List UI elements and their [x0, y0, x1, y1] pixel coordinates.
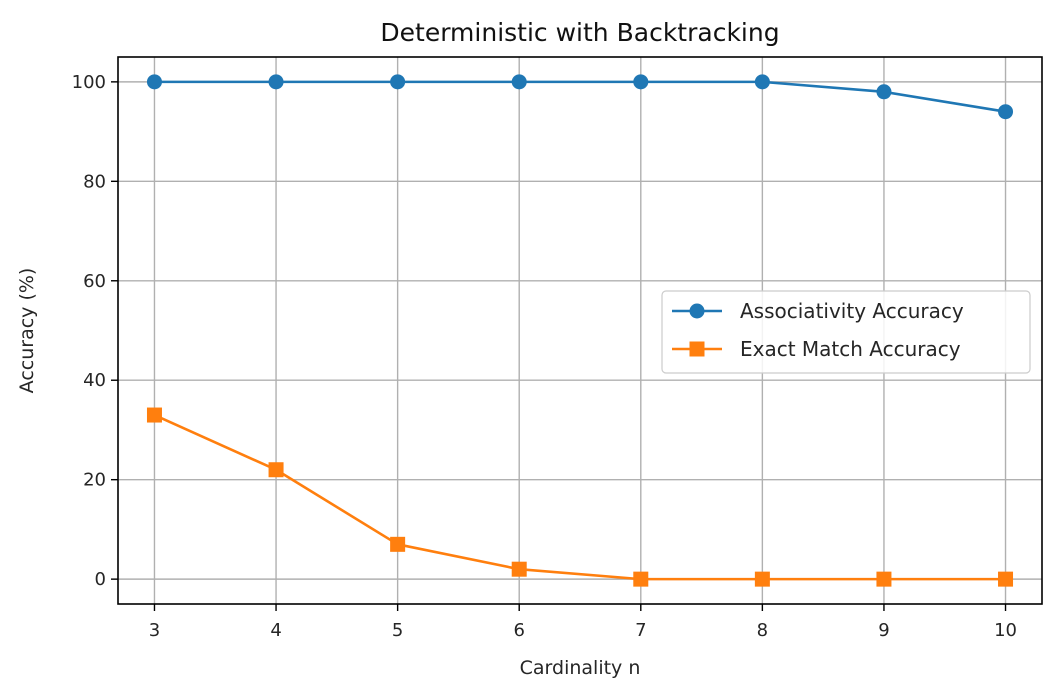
series-1	[146, 74, 1014, 120]
legend-label: Exact Match Accuracy	[740, 337, 961, 361]
legend-marker	[689, 341, 705, 357]
y-axis-label: Accuracy (%)	[16, 268, 38, 394]
x-tick-label: 5	[392, 620, 403, 641]
x-tick-label: 6	[513, 620, 524, 641]
series-2	[146, 407, 1014, 587]
data-point	[998, 104, 1014, 120]
legend: Associativity Accuracy Exact Match Accura…	[661, 290, 1031, 374]
y-tick-label: 80	[83, 171, 106, 192]
x-tick-label: 4	[270, 620, 281, 641]
legend-item: Exact Match Accuracy	[672, 337, 961, 361]
y-tick-label: 0	[95, 569, 106, 590]
data-point	[390, 536, 406, 552]
data-point	[633, 74, 649, 90]
data-point	[511, 74, 527, 90]
x-tick-label: 10	[994, 620, 1017, 641]
data-point	[146, 407, 162, 423]
data-point	[754, 74, 770, 90]
series-line	[154, 80, 1006, 113]
plot-frame	[117, 56, 1043, 605]
data-point	[754, 571, 770, 587]
series-line	[153, 413, 1006, 581]
legend-marker	[689, 303, 705, 319]
data-point	[876, 571, 892, 587]
data-point	[998, 571, 1014, 587]
data-point	[390, 74, 406, 90]
data-point	[876, 84, 892, 100]
x-tick-label: 7	[635, 620, 646, 641]
data-point	[268, 74, 284, 90]
data-point	[511, 561, 527, 577]
data-point	[268, 462, 284, 478]
data-point	[146, 74, 162, 90]
legend-item: Associativity Accuracy	[672, 299, 964, 323]
legend-label: Associativity Accuracy	[740, 299, 964, 323]
y-tick-label: 40	[83, 370, 106, 391]
legend-box	[661, 290, 1031, 374]
y-tick-label: 60	[83, 271, 106, 292]
chart-title: Deterministic with Backtracking	[380, 18, 779, 47]
data-point	[633, 571, 649, 587]
x-tick-label: 3	[149, 620, 160, 641]
x-tick-label: 9	[878, 620, 889, 641]
y-tick-label: 20	[83, 470, 106, 491]
x-axis-label: Cardinality n	[520, 657, 641, 679]
series-group	[146, 74, 1014, 587]
y-tick-label: 100	[72, 72, 106, 93]
x-tick-label: 8	[757, 620, 768, 641]
